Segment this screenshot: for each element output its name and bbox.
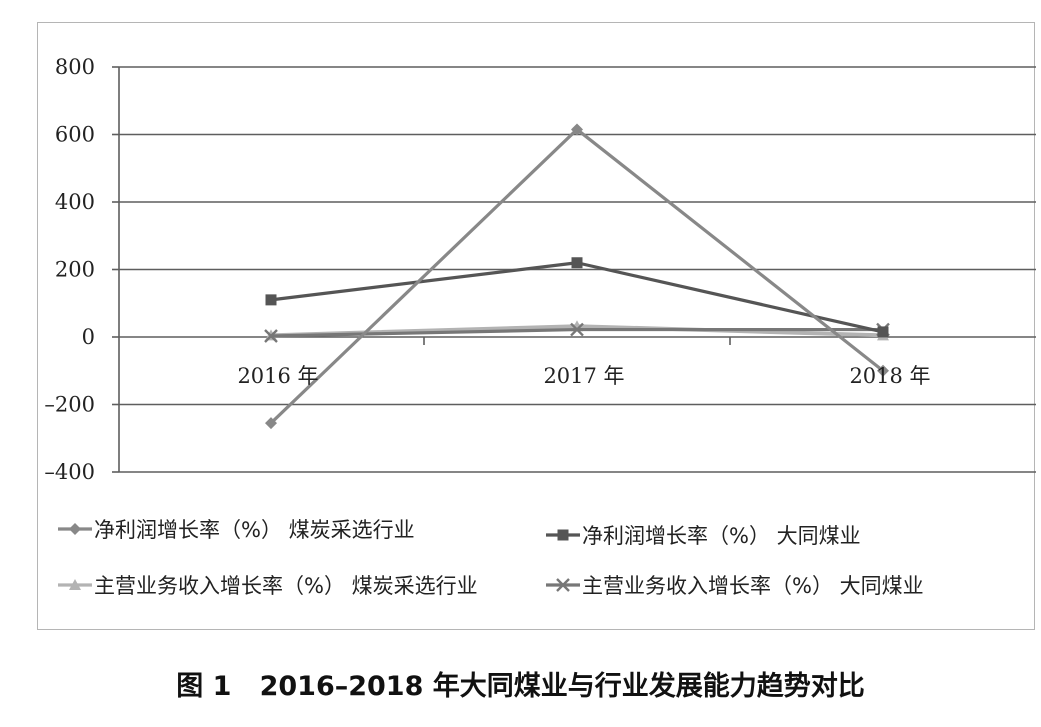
data-point [69,579,81,590]
x-tick-labels: 2016 年 2017 年 2018 年 [237,364,930,388]
y-tick-label: 600 [55,123,95,147]
data-point [877,326,889,338]
y-tick-label: –400 [44,460,95,484]
y-tick-labels: 800 600 400 200 0 –200 –400 [44,55,95,484]
legend-entry-1: 净利润增长率（%） 大同煤业 [546,524,861,548]
data-point [557,529,569,541]
legend: 净利润增长率（%） 煤炭采选行业 净利润增长率（%） 大同煤业主营业务收入增长率（… [58,518,924,598]
legend-entry-0: 净利润增长率（%） 煤炭采选行业 [58,518,415,542]
data-point [571,257,583,269]
data-point [556,578,570,592]
data-point [265,417,277,430]
x-tick-label: 2016 年 [237,364,318,388]
legend-label: 主营业务收入增长率（%） 煤炭采选行业 [94,574,478,598]
y-tick-label: 200 [55,258,95,282]
y-tick-label: 0 [82,325,95,349]
data-point [264,329,278,343]
x-tick-label: 2018 年 [849,364,930,388]
legend-label: 主营业务收入增长率（%） 大同煤业 [582,574,924,598]
data-point [571,123,583,136]
x-tick-label: 2017 年 [543,364,624,388]
data-point [570,322,584,337]
legend-entry-3: 主营业务收入增长率（%） 大同煤业 [546,574,924,598]
data-point [877,364,889,377]
series-0 [265,123,889,430]
y-tick-label: –200 [44,393,95,417]
chart-frame: 800 600 400 200 0 –200 –400 2016 年 2017 年 2018 年… [37,22,1036,630]
data-point-stroke [556,578,570,592]
data-point [265,294,277,306]
y-tick-label: 400 [55,190,95,214]
data-point-stroke [570,322,584,337]
data-point [69,523,81,535]
legend-entry-2: 主营业务收入增长率（%） 煤炭采选行业 [58,574,478,598]
legend-label: 净利润增长率（%） 大同煤业 [582,524,861,548]
legend-label: 净利润增长率（%） 煤炭采选行业 [94,518,415,542]
y-tick-label: 800 [55,55,95,79]
figure-caption: 图 1 2016–2018 年大同煤业与行业发展能力趋势对比 [176,671,865,702]
data-point-stroke [264,329,278,343]
series-1 [265,257,889,338]
axes [112,66,731,473]
line-chart: 800 600 400 200 0 –200 –400 2016 年 2017 年 2018 年… [44,55,1036,598]
series-lines [264,123,890,430]
